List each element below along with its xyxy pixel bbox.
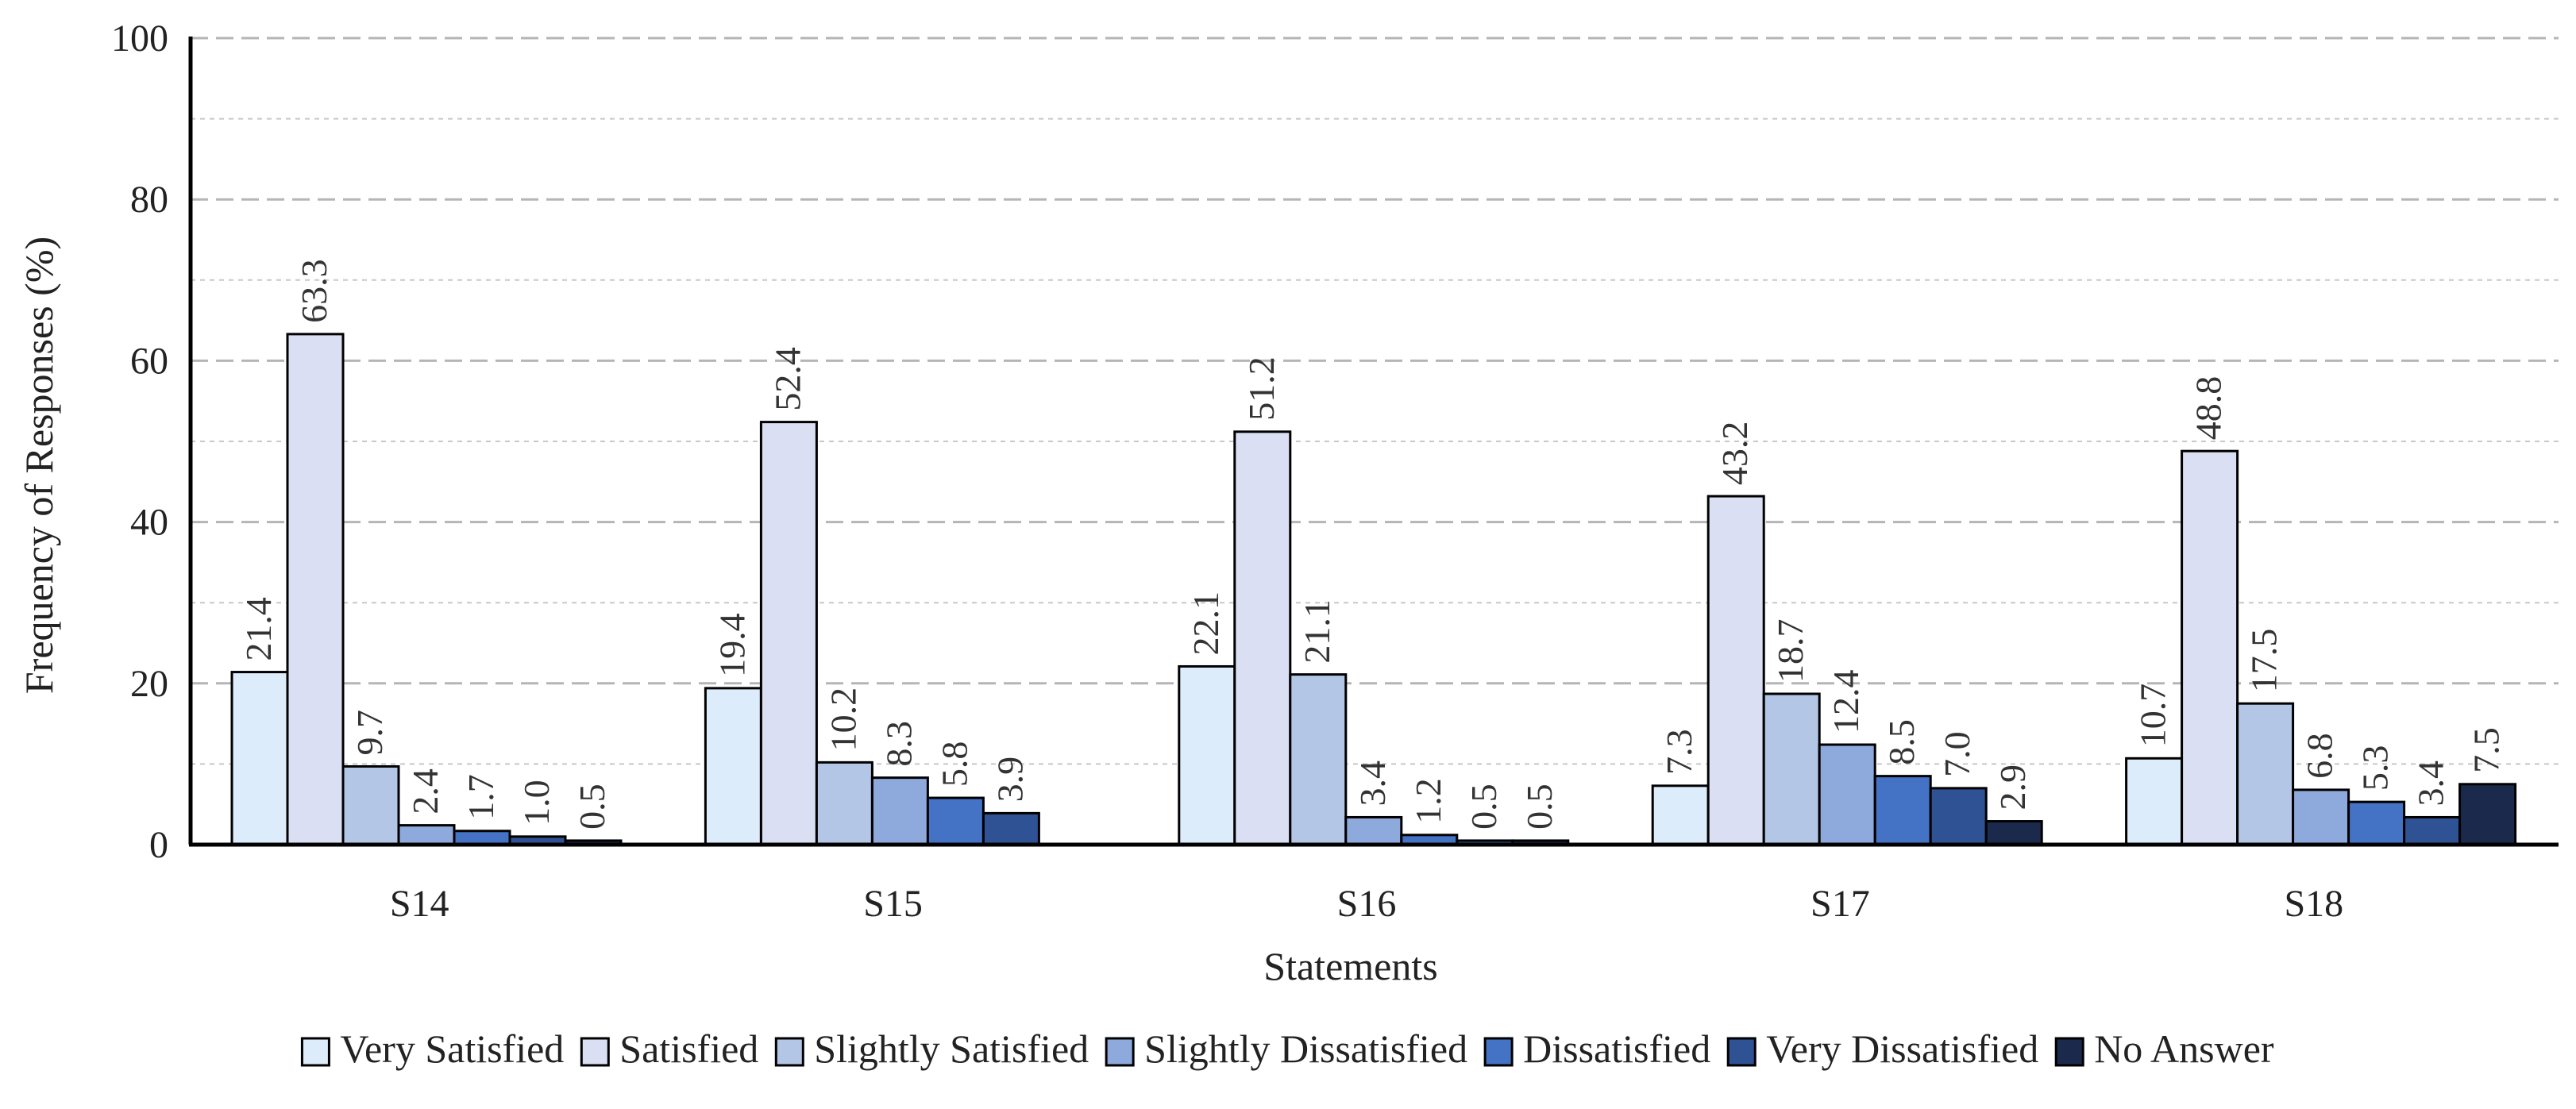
data-label: 3.9 [989, 757, 1030, 803]
data-label: 52.4 [767, 347, 808, 411]
data-label: 1.7 [461, 774, 501, 820]
data-label: 21.4 [238, 597, 279, 661]
y-tick-label: 60 [130, 340, 168, 382]
legend-swatch [2054, 1037, 2084, 1067]
bar-s15-dissatisfied [926, 796, 985, 846]
data-label: 0.5 [1463, 784, 1504, 830]
bar-s14-very-satisfied [230, 671, 289, 846]
bar-s17-slightly-satisfied [1762, 692, 1821, 846]
data-label: 10.7 [2133, 683, 2173, 748]
bar-s18-no-answer [2458, 783, 2517, 846]
bar-s14-dissatisfied [453, 830, 511, 846]
data-label: 7.0 [1937, 731, 1977, 777]
legend-swatch [1483, 1037, 1514, 1067]
y-tick-label: 0 [149, 824, 168, 866]
bar-s15-satisfied [759, 421, 818, 846]
legend-label: Very Satisfied [340, 1026, 564, 1071]
x-axis-title: Statements [1263, 944, 1437, 988]
bar-s15-very-satisfied [704, 687, 762, 846]
bar-s16-slightly-satisfied [1289, 673, 1348, 846]
bar-s17-very-satisfied [1651, 784, 1710, 846]
bar-s14-slightly-satisfied [341, 764, 400, 846]
data-label: 7.3 [1659, 729, 1699, 775]
data-label: 9.7 [349, 710, 390, 756]
data-label: 3.4 [1352, 761, 1393, 807]
legend-label: No Answer [2094, 1026, 2274, 1071]
bar-s14-satisfied [286, 333, 345, 846]
legend-swatch [300, 1037, 330, 1067]
axes [188, 37, 2559, 847]
data-label: 3.4 [2411, 761, 2451, 807]
data-label: 8.5 [1881, 719, 1922, 765]
data-label: 0.5 [1519, 784, 1560, 830]
data-label: 48.8 [2188, 376, 2229, 441]
data-label: 0.5 [572, 784, 612, 830]
data-label: 10.2 [823, 687, 863, 752]
data-label: 2.9 [1992, 764, 2033, 811]
x-category-label: S16 [1337, 883, 1397, 925]
bar-s15-very-dissatisfied [981, 811, 1040, 846]
bar-s16-slightly-dissatisfied [1344, 815, 1403, 846]
data-label: 17.5 [2244, 629, 2285, 693]
y-axis-title: Frequency of Responses (%) [17, 237, 61, 694]
bar-s18-very-dissatisfied [2403, 815, 2462, 846]
bar-s16-very-satisfied [1178, 664, 1236, 846]
x-category-label: S14 [390, 883, 449, 925]
data-labels: 21.4 63.3 9.7 2.4 1.7 1.0 0.5 19.4 52.4 10.2 8.3 5.… [238, 259, 2507, 830]
data-label: 8.3 [878, 721, 919, 767]
data-label: 1.2 [1408, 778, 1448, 824]
data-label: 1.0 [516, 780, 557, 826]
data-label: 12.4 [1826, 670, 1866, 734]
bar-s17-dissatisfied [1873, 775, 1932, 846]
legend-label: Dissatisfied [1523, 1026, 1710, 1071]
data-label: 5.3 [2355, 745, 2396, 791]
data-label: 18.7 [1770, 619, 1811, 683]
gridlines [191, 37, 2559, 765]
data-label: 19.4 [711, 613, 752, 677]
legend-swatch [1105, 1037, 1135, 1067]
bar-s15-slightly-dissatisfied [870, 776, 929, 846]
data-label: 5.8 [934, 741, 974, 787]
bar-s18-dissatisfied [2347, 800, 2406, 846]
legend-label: Slightly Satisfied [814, 1026, 1089, 1071]
x-axis-categories: S14 S15 S16 S17 S18 [390, 883, 2343, 925]
bar-s17-no-answer [1984, 820, 2043, 846]
legend: Very Satisfied Satisfied Slightly Satisfie… [300, 1026, 2274, 1071]
data-label: 2.4 [405, 768, 445, 814]
y-tick-label: 80 [130, 179, 168, 221]
legend-swatch [774, 1037, 804, 1067]
x-category-label: S15 [863, 883, 923, 925]
legend-swatch [1726, 1037, 1757, 1067]
legend-label: Satisfied [619, 1026, 758, 1071]
bar-s14-slightly-dissatisfied [397, 824, 456, 846]
bar-s18-very-satisfied [2125, 757, 2184, 846]
data-label: 21.1 [1297, 599, 1337, 664]
data-label: 7.5 [2466, 727, 2507, 773]
bar-s17-satisfied [1706, 495, 1765, 846]
y-tick-label: 20 [130, 663, 168, 705]
bar-s18-slightly-dissatisfied [2292, 788, 2350, 846]
bar-s16-satisfied [1233, 430, 1292, 846]
bars [230, 333, 2517, 846]
x-category-label: S17 [1811, 883, 1870, 925]
bar-s17-slightly-dissatisfied [1818, 743, 1876, 846]
legend-swatch [580, 1037, 610, 1067]
bar-s15-slightly-satisfied [815, 761, 873, 846]
data-label: 43.2 [1714, 422, 1755, 486]
y-tick-label: 100 [111, 17, 168, 60]
y-tick-label: 40 [130, 502, 168, 544]
y-axis-ticks: 0 20 40 60 80 100 [111, 17, 168, 866]
x-category-label: S18 [2284, 883, 2343, 925]
legend-label: Very Dissatisfied [1766, 1026, 2038, 1071]
data-label: 6.8 [2300, 733, 2340, 779]
bar-s17-very-dissatisfied [1929, 787, 1988, 846]
data-label: 51.2 [1241, 356, 1282, 421]
data-label: 63.3 [294, 259, 334, 323]
bar-s18-satisfied [2181, 449, 2239, 846]
data-label: 22.1 [1186, 591, 1226, 656]
bar-s18-slightly-satisfied [2236, 702, 2295, 846]
legend-label: Slightly Dissatisfied [1144, 1026, 1467, 1071]
